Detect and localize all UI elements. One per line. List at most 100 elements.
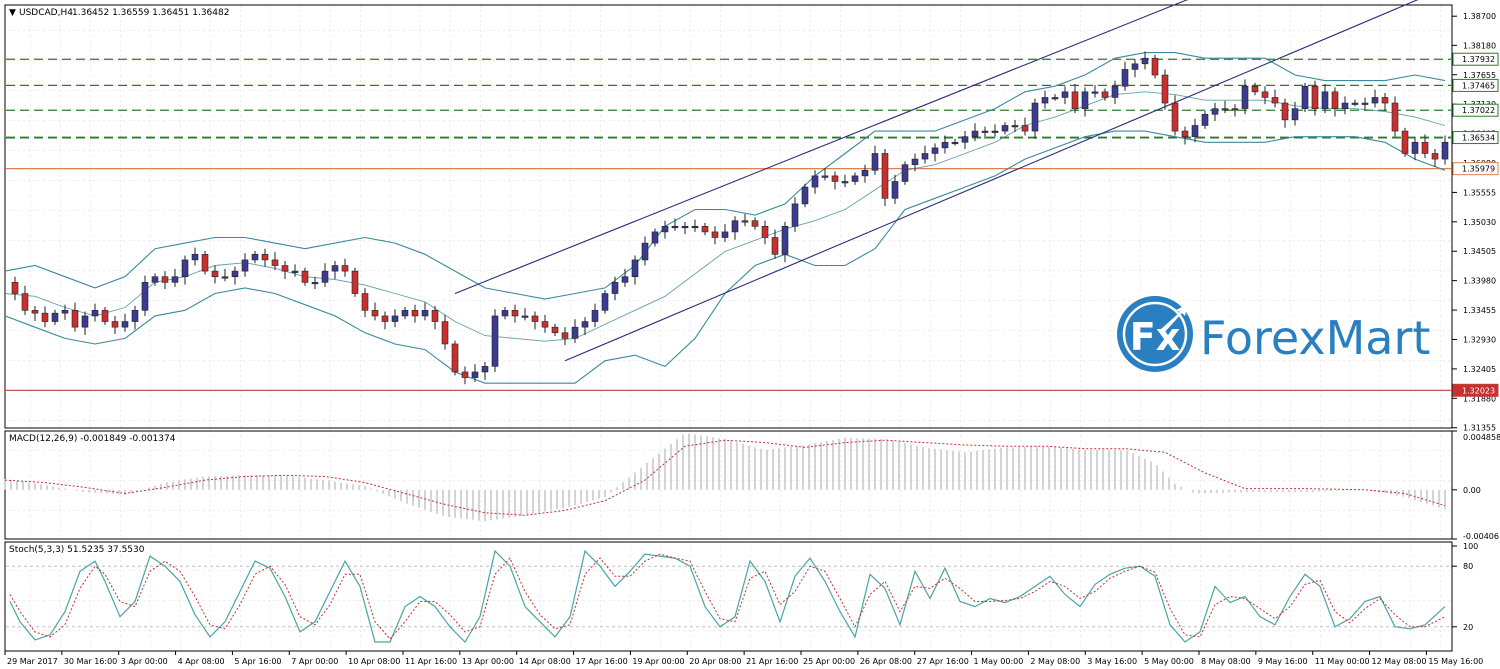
candle-body [1351,102,1359,105]
price-level-tag [1452,383,1499,397]
candle-body [581,321,589,328]
candle-body [1251,85,1259,93]
macd-panel[interactable]: 0.004858 0.00 -0.004061 MACD(12,26,9) -0.0… [4,430,1500,541]
candle-body [201,254,209,272]
time-tick-label: 11 May 00:00 [1315,657,1370,666]
candle-body [1071,91,1079,109]
price-level-tag-label: 1.37465 [1462,81,1495,90]
symbol-dropdown-arrow[interactable]: ▼ [9,8,16,18]
candle-body [1431,153,1439,160]
candle-body [541,321,549,328]
time-tick-label: 17 Apr 16:00 [576,657,628,666]
candle-body [281,265,289,272]
time-tick-label: 3 Apr 00:00 [121,657,168,666]
time-tick-label: 1 May 00:00 [974,657,1024,666]
candle-body [591,310,599,322]
candle-body [911,158,919,165]
candle-body [1201,113,1209,126]
candle-body [341,265,349,272]
candle-body [111,321,119,328]
time-tick-label: 12 May 08:00 [1372,657,1427,666]
candle-body [881,153,889,199]
candle-body [681,226,689,229]
candle-body [891,181,899,199]
macd-tick-label: 0.004858 [1463,433,1500,442]
stoch-label: Stoch(5,3,3) 51.5235 37.5530 [9,545,145,555]
candle-body [871,153,879,171]
candle-body [421,310,429,317]
candle-body [161,276,169,283]
candle-body [751,220,759,227]
candle-body [61,310,69,314]
logo-name: ForexMart [1200,311,1430,365]
price-tick-label: 1.38700 [1463,12,1496,21]
candle-body [391,315,399,322]
candle-body [441,321,449,345]
candle-body [1401,130,1409,154]
candle-body [1281,102,1289,121]
price-panel[interactable]: 1.387001.381801.376551.371301.366051.360… [4,0,1499,433]
time-tick-label: 2 May 08:00 [1030,657,1080,666]
candle-body [1171,102,1179,132]
candle-body [971,130,979,137]
candle-body [211,270,219,278]
time-tick-label: 3 May 16:00 [1087,657,1137,666]
time-tick-label: 10 Apr 08:00 [348,657,400,666]
candle-body [221,276,229,279]
candle-body [1221,108,1229,111]
stochastic-indicator [6,549,1451,643]
candle-body [931,147,939,154]
time-tick-label: 7 Apr 00:00 [291,657,338,666]
candle-body [491,315,499,367]
candle-body [1141,57,1149,65]
candle-body [791,203,799,227]
candle-body [81,315,89,328]
logo-arrow-icon [1160,304,1188,333]
candle-body [241,259,249,272]
time-tick-label: 19 Apr 00:00 [632,657,684,666]
price-tick-label: 1.33455 [1463,306,1496,315]
time-tick-label: 4 Apr 08:00 [178,657,225,666]
macd-plot-area [4,430,1453,540]
candle-body [631,259,639,278]
price-tick-label: 1.35555 [1463,188,1496,197]
candle-body [1111,85,1119,98]
ohlc-values: 1.36452 1.36559 1.36451 1.36482 [72,8,229,18]
stoch-axis: 100 80 20 [1452,542,1478,632]
price-tick-label: 1.38180 [1463,41,1496,50]
candle-body [1441,141,1449,160]
time-tick-label: 5 Apr 16:00 [234,657,281,666]
time-tick-label: 30 Mar 16:00 [64,657,117,666]
candle-body [1011,125,1019,128]
candle-body [571,326,579,339]
time-tick-label: 15 May 16:00 [1428,657,1483,666]
candle-body [41,312,49,322]
price-tick-label: 1.31355 [1463,424,1496,433]
candle-body [351,270,359,294]
stoch-panel[interactable]: 100 80 20 Stoch(5,3,3) 51.5235 37.5530 [4,541,1478,652]
candle-body [1331,91,1339,109]
trend-channel [454,0,1419,362]
candle-body [1311,85,1319,109]
candle-body [721,231,729,238]
time-tick-label: 26 Apr 08:00 [860,657,912,666]
candle-body [621,276,629,283]
stoch-tick-label: 80 [1463,562,1473,571]
candle-body [431,310,439,322]
candle-body [1321,91,1329,109]
candle-body [641,242,649,261]
candle-body [1381,97,1389,104]
candlesticks [11,51,1449,385]
candle-body [801,186,809,205]
candle-body [961,136,969,143]
candle-body [21,293,29,311]
candle-body [1041,97,1049,104]
candle-body [941,141,949,149]
price-tick-label: 1.33980 [1463,277,1496,286]
candle-body [731,220,739,233]
price-tick-label: 1.35030 [1463,218,1496,227]
price-level-tags: 1.37932 1.37465 1.37022 1.36534 1.35979 1.320… [1452,52,1499,397]
candle-body [831,175,839,182]
price-level-tag [1452,131,1499,145]
